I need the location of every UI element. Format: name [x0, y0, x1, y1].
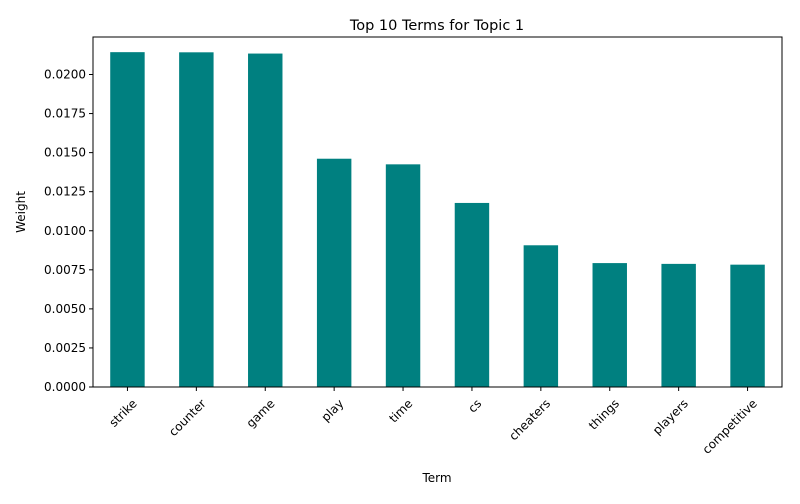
- x-tick-label-players: players: [650, 396, 691, 437]
- bar-cs: [454, 202, 490, 387]
- y-tick-label: 0.0150: [44, 146, 86, 160]
- y-tick-label: 0.0075: [44, 263, 86, 277]
- y-tick-label: 0.0050: [44, 302, 86, 316]
- bar-game: [248, 53, 283, 388]
- x-tick-label-time: time: [386, 396, 415, 425]
- chart-title: Top 10 Terms for Topic 1: [349, 18, 524, 34]
- bar-play: [316, 158, 352, 387]
- y-tick-label: 0.0125: [44, 185, 86, 199]
- x-axis-title: Term: [421, 471, 451, 485]
- bar-players: [661, 263, 696, 388]
- x-tick-label-cheaters: cheaters: [506, 396, 553, 443]
- x-tick-label-cs: cs: [465, 396, 484, 415]
- bar-strike: [110, 52, 145, 387]
- x-tick-label-competitive: competitive: [700, 396, 760, 456]
- y-tick-label: 0.0200: [44, 68, 86, 82]
- bars-layer: [110, 52, 765, 388]
- x-tick-label-counter: counter: [166, 396, 209, 439]
- y-tick-label: 0.0100: [44, 224, 86, 238]
- y-axis: 0.0000 0.0025 0.0050 0.0075 0.0100 0.0125 0.01…: [44, 68, 93, 394]
- plot-frame: [92, 36, 783, 388]
- x-axis: strike counter game play time cs cheaters thing…: [106, 387, 760, 457]
- bar-counter: [179, 52, 214, 388]
- x-tick-label-strike: strike: [106, 396, 139, 429]
- x-tick-label-things: things: [586, 396, 622, 432]
- y-tick-label: 0.0025: [44, 341, 86, 355]
- y-tick-label: 0.0000: [44, 380, 86, 394]
- bar-time: [385, 164, 421, 387]
- bar-cheaters: [523, 245, 559, 387]
- bar-things: [592, 263, 627, 387]
- x-tick-label-game: game: [244, 396, 278, 430]
- y-tick-label: 0.0175: [44, 107, 86, 121]
- x-tick-label-play: play: [319, 396, 347, 424]
- bar-competitive: [730, 264, 765, 387]
- y-axis-title: Weight: [14, 191, 28, 233]
